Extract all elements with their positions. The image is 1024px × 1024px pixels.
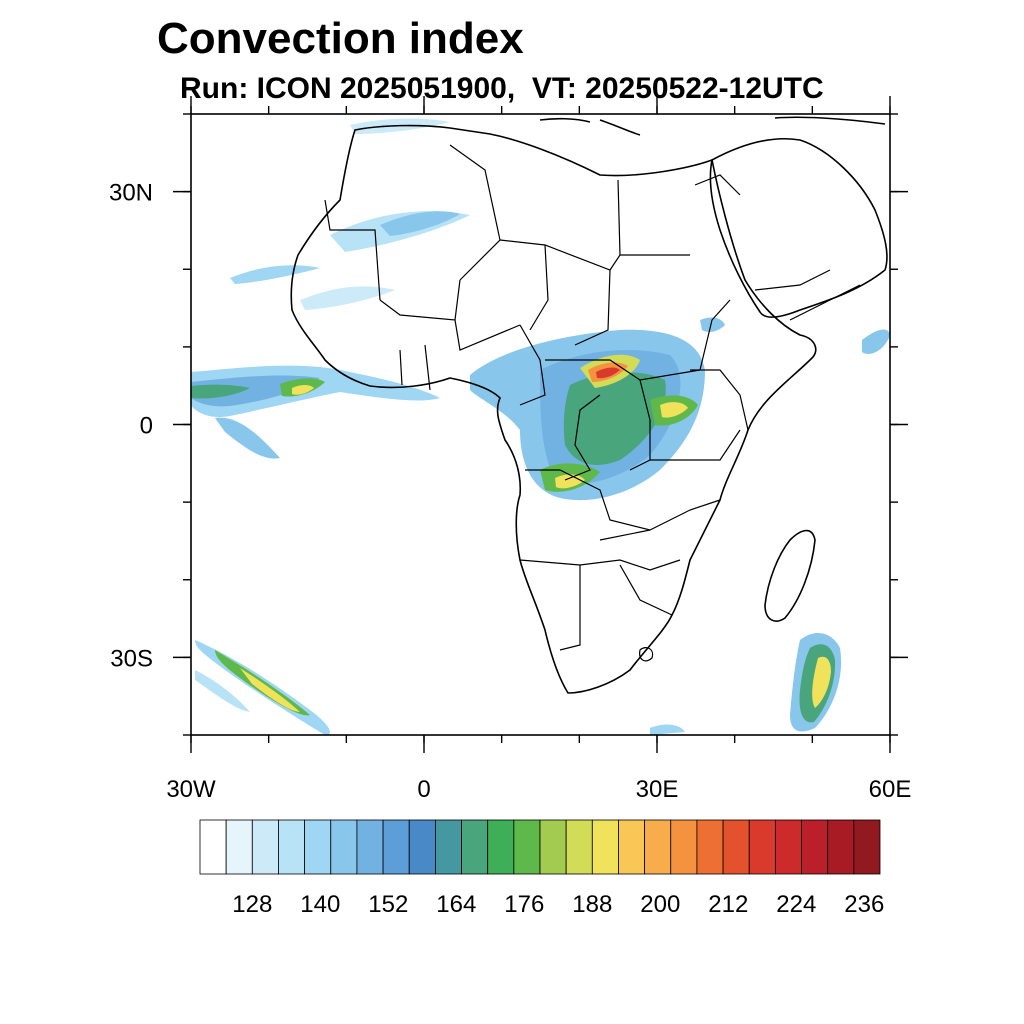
lat-tick-label: 30N bbox=[109, 180, 153, 207]
colorbar bbox=[199, 819, 881, 875]
colorbar-swatch bbox=[356, 819, 384, 875]
lon-tick-label: 30E bbox=[636, 776, 679, 803]
colorbar-swatch bbox=[853, 819, 881, 875]
colorbar-swatch bbox=[748, 819, 776, 875]
colorbar-swatch bbox=[199, 819, 227, 875]
colorbar-swatch bbox=[225, 819, 253, 875]
map-subtitle: Run: ICON 2025051900, VT: 20250522-12UTC bbox=[180, 72, 824, 105]
colorbar-swatch bbox=[461, 819, 489, 875]
colorbar-swatch bbox=[774, 819, 802, 875]
colorbar-swatch bbox=[644, 819, 672, 875]
colorbar-label: 224 bbox=[776, 891, 816, 918]
map-title: Convection index bbox=[157, 14, 524, 63]
lon-tick-label: 30W bbox=[166, 776, 216, 803]
colorbar-label: 200 bbox=[640, 891, 680, 918]
lon-tick-label: 0 bbox=[417, 776, 430, 803]
colorbar-swatch bbox=[382, 819, 410, 875]
convection-shading bbox=[191, 118, 890, 735]
colorbar-swatch bbox=[722, 819, 750, 875]
colorbar-label: 152 bbox=[368, 891, 408, 918]
country-borders bbox=[324, 144, 861, 662]
colorbar-swatch bbox=[827, 819, 855, 875]
colorbar-label: 236 bbox=[844, 891, 884, 918]
colorbar-swatch bbox=[487, 819, 515, 875]
colorbar-label: 176 bbox=[504, 891, 544, 918]
colorbar-label: 212 bbox=[708, 891, 748, 918]
colorbar-swatch bbox=[670, 819, 698, 875]
colorbar-label: 164 bbox=[436, 891, 476, 918]
colorbar-swatch bbox=[591, 819, 619, 875]
colorbar-label: 128 bbox=[232, 891, 272, 918]
axis-tick-labels: 30N 0 30S 30W 0 30E 60E bbox=[109, 180, 911, 803]
lat-tick-label: 0 bbox=[140, 413, 153, 440]
colorbar-swatch bbox=[278, 819, 306, 875]
colorbar-label: 140 bbox=[300, 891, 340, 918]
colorbar-swatch bbox=[539, 819, 567, 875]
colorbar-swatch bbox=[696, 819, 724, 875]
colorbar-label: 188 bbox=[572, 891, 612, 918]
coastlines bbox=[290, 116, 888, 694]
colorbar-swatch bbox=[801, 819, 829, 875]
colorbar-swatch bbox=[408, 819, 436, 875]
lat-tick-label: 30S bbox=[110, 645, 153, 672]
colorbar-swatch bbox=[304, 819, 332, 875]
colorbar-labels: 128 140 152 164 176 188 200 212 224 236 bbox=[232, 891, 884, 918]
colorbar-swatch bbox=[618, 819, 646, 875]
lon-tick-label: 60E bbox=[869, 776, 912, 803]
colorbar-swatch bbox=[251, 819, 279, 875]
colorbar-swatch bbox=[330, 819, 358, 875]
colorbar-swatch bbox=[434, 819, 462, 875]
axis-ticks bbox=[173, 96, 908, 753]
colorbar-swatch bbox=[565, 819, 593, 875]
colorbar-swatch bbox=[513, 819, 541, 875]
